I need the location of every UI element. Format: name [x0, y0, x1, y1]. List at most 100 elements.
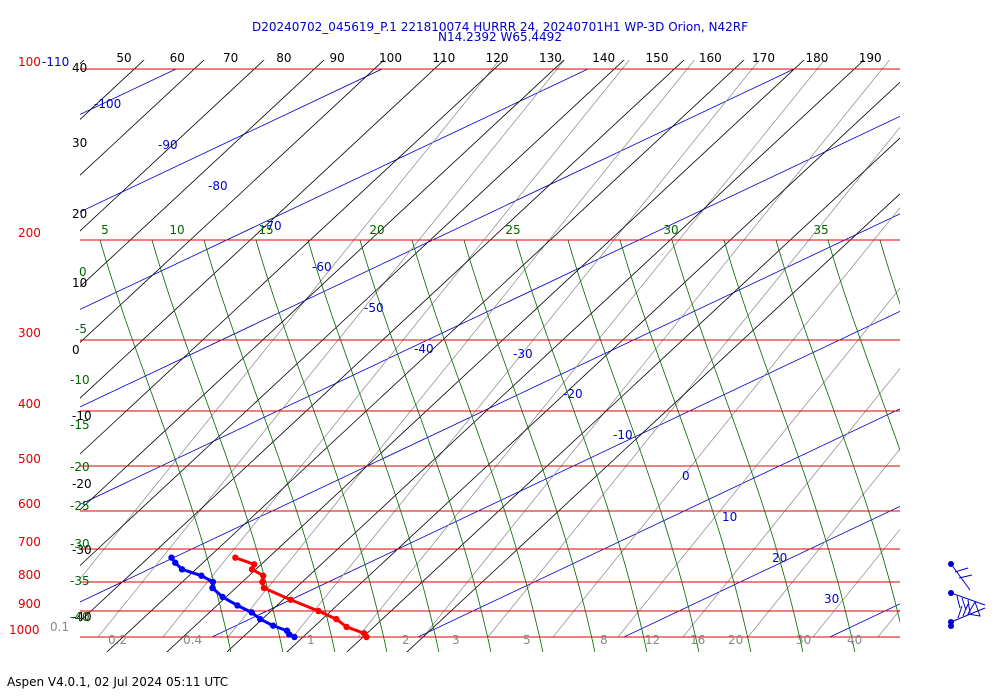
isobars: [80, 68, 900, 638]
mixing-ratio-label: 20: [728, 633, 743, 647]
mixing-ratio-label: 5: [523, 633, 531, 647]
dewpoint-profile-point: [248, 609, 255, 616]
dry-adiabat-line: [80, 60, 565, 511]
mixing-ratio-line: [487, 126, 900, 638]
dry-adiabat-left-label: -10: [72, 409, 92, 423]
thetae-left-label: -30: [70, 537, 90, 551]
isotherm-line: [80, 68, 589, 310]
dry-adiabat-line: [166, 60, 805, 652]
dry-adiabat-line: [80, 60, 625, 567]
dry-adiabat-line: [80, 60, 265, 232]
theta-top-label: 190: [859, 51, 882, 65]
thetae-top-label: 15: [258, 223, 273, 237]
moist-adiabat-line: [567, 239, 700, 652]
isotherm-label: -30: [513, 347, 533, 361]
mixing-ratio-line: [812, 528, 900, 638]
isotherm-label: -100: [94, 97, 121, 111]
mixing-ratio-label: 16: [690, 633, 705, 647]
theta-top-label: 70: [223, 51, 238, 65]
temperature-profile-point: [260, 572, 267, 579]
dewpoint-profile-point: [219, 593, 226, 601]
isotherm-label: -90: [158, 138, 178, 152]
mixing-ratio-label: 3: [452, 633, 460, 647]
pressure-label: 200: [18, 226, 41, 240]
mixing-ratio-label: 0.4: [183, 633, 202, 647]
mixing-ratio-line: [422, 60, 890, 638]
mixing-ratio-line: [552, 207, 900, 638]
dry-adiabat-left-label: -20: [72, 477, 92, 491]
dry-adiabat-line: [226, 60, 865, 652]
moist-adiabat-line: [671, 239, 804, 652]
temperature-profile-point: [287, 596, 294, 603]
dry-adiabat-left-label: -30: [72, 543, 92, 557]
dewpoint-profile-point: [168, 554, 175, 561]
pressure-label: 1000: [9, 623, 40, 637]
isotherm-label: -10: [613, 428, 633, 442]
isotherm-label: -20: [563, 387, 583, 401]
pressure-label: 100: [18, 55, 41, 69]
dry-adiabat-line: [0, 0, 420, 677]
temperature-profile-point: [250, 561, 258, 568]
moist-adiabat-line: [255, 239, 388, 652]
mixing-ratio-label: 40: [847, 633, 862, 647]
theta-top-label: 180: [805, 51, 828, 65]
pressure-label: 300: [18, 326, 41, 340]
temperature-profile-point: [232, 554, 239, 561]
dry-adiabat-left-label: 40: [72, 61, 87, 75]
temperature-profile-point: [360, 630, 368, 637]
moist-adiabat-line: [515, 239, 648, 652]
temperature-profile-point: [343, 623, 350, 631]
dewpoint-profile-point: [172, 559, 179, 566]
moist-adiabat-line: [463, 239, 596, 652]
theta-top-label: 160: [699, 51, 722, 65]
pressure-label: 600: [18, 497, 41, 511]
dewpoint-profile-point: [209, 584, 216, 592]
temperature-profile-point: [259, 578, 266, 586]
dry-adiabat-left-label: 30: [72, 136, 87, 150]
theta-top-label: 80: [276, 51, 291, 65]
pressure-label: 400: [18, 397, 41, 411]
theta-top-label: 60: [170, 51, 185, 65]
thetae-left-label: -25: [70, 499, 90, 513]
isotherm-line: [80, 213, 900, 603]
dry-adiabat-left-label: 20: [72, 207, 87, 221]
pressure-top-extra-label: -110: [42, 55, 69, 69]
isotherm-label: -80: [208, 179, 228, 193]
dry-adiabat-line: [80, 60, 505, 455]
dry-adiabat-line: [80, 60, 445, 399]
mixing-ratio-line: [747, 448, 900, 638]
mixing-ratio-line: [877, 609, 900, 638]
dewpoint-profile-point: [291, 633, 298, 641]
mixing-ratio-label: 1: [307, 633, 315, 647]
mixing-ratio-label: 0.1: [50, 620, 69, 634]
isotherm-line: [80, 115, 900, 505]
theta-top-label: 130: [539, 51, 562, 65]
dry-adiabat-left-label: 10: [72, 276, 87, 290]
mixing-ratio-line: [80, 60, 500, 580]
mixing-ratio-label: 12: [645, 633, 660, 647]
moist-adiabat-line: [775, 239, 900, 624]
isotherm-line: [623, 505, 900, 638]
isotherm-label: 30: [824, 592, 839, 606]
theta-top-label: 50: [116, 51, 131, 65]
dewpoint-profile-point: [198, 572, 205, 579]
dewpoint-profile-point: [178, 566, 186, 573]
mixing-ratio-label: 0.2: [108, 633, 127, 647]
mixing-ratio-line: [97, 60, 565, 638]
dewpoint-profile-point: [256, 615, 264, 623]
dewpoint-profile-point: [269, 622, 277, 629]
dry-adiabat-left-label: -40: [72, 610, 92, 624]
dewpoint-profile-point: [234, 602, 241, 609]
dry-adiabat-line: [0, 0, 600, 677]
theta-top-label: 100: [379, 51, 402, 65]
isotherm-label: 0: [682, 469, 690, 483]
theta-top-label: 170: [752, 51, 775, 65]
mixing-ratio-label: 2: [402, 633, 410, 647]
thetae-left-label: -10: [70, 373, 90, 387]
theta-top-label: 120: [486, 51, 509, 65]
mixing-ratio-line: [357, 60, 825, 638]
isotherm-label: -50: [364, 301, 384, 315]
thetae-top-label: 30: [663, 223, 678, 237]
moist-adiabat-line: [723, 239, 856, 652]
